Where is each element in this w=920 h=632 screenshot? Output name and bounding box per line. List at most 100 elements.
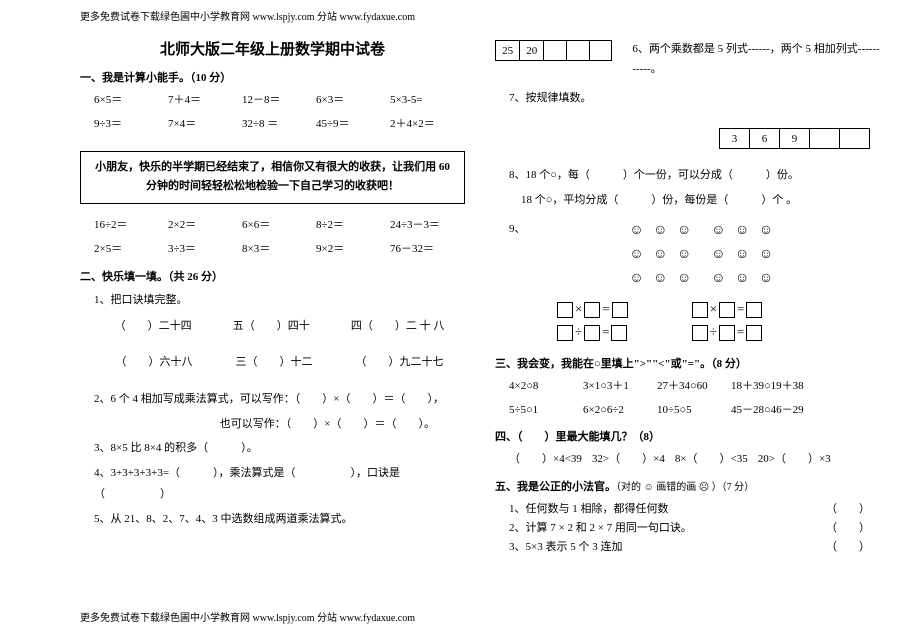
problem: 7＋4＝ <box>168 91 224 111</box>
section-1-heading: 一、我是计算小能手。（10 分） <box>80 69 465 85</box>
fill-item: （ ）六十八 <box>116 353 193 369</box>
problem: 8÷2＝ <box>316 216 372 236</box>
problem: 76－32＝ <box>390 240 446 260</box>
problem: 3÷3＝ <box>168 240 224 260</box>
judge-text: 1、任何数与 1 相除，都得任何数 <box>509 500 669 516</box>
judge-paren: （ ） <box>826 538 870 554</box>
problem: 32>（ ）×4 <box>592 450 665 470</box>
problem: 9÷3＝ <box>94 115 150 135</box>
problem: 24÷3－3＝ <box>390 216 446 236</box>
table-cell: 25 <box>496 41 520 61</box>
table-cell: 3 <box>720 129 750 149</box>
judge-1: 1、任何数与 1 相除，都得任何数 （ ） <box>509 500 880 516</box>
problem: 10÷5○5 <box>657 401 713 421</box>
s3-row-1: 4×2○8 3×1○3＋1 27＋34○60 18＋39○19＋38 <box>509 377 880 397</box>
problem: 20>（ ）×3 <box>758 450 831 470</box>
judge-text: 3、5×3 表示 5 个 3 连加 <box>509 538 622 554</box>
problem: 45÷9＝ <box>316 115 372 135</box>
problem: 4×2○8 <box>509 377 565 397</box>
fill-item: 四（ ）二 十 八 <box>351 317 445 333</box>
section-5-heading: 五、我是公正的小法官。（对的 ☺ 画错的画 ☹ ）（7 分） <box>495 478 880 494</box>
q2-9: 9、 <box>509 219 526 287</box>
table-cell <box>840 129 870 149</box>
calc-row-1: 6×5＝ 7＋4＝ 12－8＝ 6×3＝ 5×3-5= <box>94 91 465 111</box>
column-right: 25 20 6、两个乘数都是 5 列式------，两个 5 相加列式-----… <box>495 20 880 557</box>
calc-row-3: 16÷2＝ 2×2＝ 6×6＝ 8÷2＝ 24÷3－3＝ <box>94 216 465 236</box>
calc-row-2: 9÷3＝ 7×4＝ 32÷8 ＝ 45÷9＝ 2＋4×2＝ <box>94 115 465 135</box>
calc-row-4: 2×5＝ 3÷3＝ 8×3＝ 9×2＝ 76－32＝ <box>94 240 465 260</box>
problem: 5×3-5= <box>390 91 446 111</box>
problem: 16÷2＝ <box>94 216 150 236</box>
q2-4: 4、3+3+3+3+3=（ ），乘法算式是（ ），口诀是（ ） <box>94 463 465 505</box>
problem: 45－28○46－29 <box>731 401 804 421</box>
footer-link: 更多免费试卷下载绿色圃中小学教育网 www.lspjy.com 分站 www.f… <box>80 609 415 624</box>
problem: 8×3＝ <box>242 240 298 260</box>
section-3-heading: 三、我会变，我能在○里填上">""<"或"="。（8 分） <box>495 355 880 371</box>
eq-line: ÷= <box>690 322 765 343</box>
judge-2: 2、计算 7 × 2 和 2 × 7 用同一句口诀。 （ ） <box>509 519 880 535</box>
fill-row-1: （ ）二十四 五（ ）四十 四（ ）二 十 八 <box>94 317 465 333</box>
problem: 27＋34○60 <box>657 377 713 397</box>
boxed-message: 小朋友，快乐的半学期已经结束了，相信你又有很大的收获，让我们用 60 分钟的时间… <box>80 151 465 205</box>
fill-row-2: （ ）六十八 三（ ）十二 （ ）九二十七 <box>94 353 465 369</box>
section-4-heading: 四、（ ）里最大能填几？（8） <box>495 428 880 444</box>
problem: 5÷5○1 <box>509 401 565 421</box>
judge-3: 3、5×3 表示 5 个 3 连加 （ ） <box>509 538 880 554</box>
eq-line: ÷= <box>555 322 630 343</box>
section-2-heading: 二、快乐填一填。（共 26 分） <box>80 268 465 284</box>
problem: 6×5＝ <box>94 91 150 111</box>
section-5-title: 五、我是公正的小法官。 <box>495 481 616 493</box>
q2-8a: 8、18 个○，每（ ）个一份，可以分成（ ）份。 <box>509 165 880 186</box>
eq-line: ×= <box>690 299 765 320</box>
problem: 9×2＝ <box>316 240 372 260</box>
s3-row-2: 5÷5○1 6×2○6÷2 10÷5○5 45－28○46－29 <box>509 401 880 421</box>
faces-row: ☺ ☺ ☺ ☺ ☺ ☺ <box>526 219 881 239</box>
eq-line: ×= <box>555 299 630 320</box>
fill-item: （ ）二十四 <box>115 317 192 333</box>
q2-1: 1、把口诀填完整。 <box>94 290 465 311</box>
table-cell <box>566 41 589 61</box>
problem: 6×6＝ <box>242 216 298 236</box>
q2-8b: 18 个○，平均分成（ ）份，每份是（ ）个 。 <box>521 190 880 211</box>
table-sequence: 3 6 9 <box>719 128 870 149</box>
fill-item: 五（ ）四十 <box>233 317 310 333</box>
problem: （ ）×4<39 <box>509 450 582 470</box>
problem: 2×2＝ <box>168 216 224 236</box>
problem: 18＋39○19＋38 <box>731 377 804 397</box>
problem: 12－8＝ <box>242 91 298 111</box>
problem: 32÷8 ＝ <box>242 115 298 135</box>
table-top-left: 25 20 <box>495 40 612 61</box>
q2-6-note: 6、两个乘数都是 5 列式------，两个 5 相加列式-----------… <box>632 40 880 80</box>
fill-item: 三（ ）十二 <box>236 353 313 369</box>
problem: 6×2○6÷2 <box>583 401 639 421</box>
judge-paren: （ ） <box>826 500 870 516</box>
table-cell: 20 <box>520 41 544 61</box>
section-5-note: （对的 ☺ 画错的画 ☹ ）（7 分） <box>616 482 754 493</box>
q2-3: 3、8×5 比 8×4 的积多（ ）。 <box>94 438 465 459</box>
problem: 6×3＝ <box>316 91 372 111</box>
q2-7: 7、按规律填数。 <box>509 88 880 109</box>
problem: 8×（ ）<35 <box>675 450 748 470</box>
problem: 2＋4×2＝ <box>390 115 446 135</box>
faces-row: ☺ ☺ ☺ ☺ ☺ ☺ <box>526 243 881 263</box>
table-cell <box>810 129 840 149</box>
problem: 3×1○3＋1 <box>583 377 639 397</box>
q2-2a: 2、6 个 4 相加写成乘法算式，可以写作：（ ）×（ ）＝（ ）， <box>94 389 465 410</box>
column-left: 北师大版二年级上册数学期中试卷 一、我是计算小能手。（10 分） 6×5＝ 7＋… <box>80 20 465 557</box>
table-cell: 9 <box>780 129 810 149</box>
table-cell: 6 <box>750 129 780 149</box>
problem: 2×5＝ <box>94 240 150 260</box>
table-cell <box>544 41 567 61</box>
header-link: 更多免费试卷下载绿色圃中小学教育网 www.lspjy.com 分站 www.f… <box>80 8 415 23</box>
table-cell <box>589 41 612 61</box>
judge-text: 2、计算 7 × 2 和 2 × 7 用同一句口诀。 <box>509 519 692 535</box>
square-equations: ×= ÷= ×= ÷= <box>555 297 880 345</box>
page-title: 北师大版二年级上册数学期中试卷 <box>80 38 465 59</box>
judge-paren: （ ） <box>826 519 870 535</box>
fill-item: （ ）九二十七 <box>356 353 444 369</box>
faces-row: ☺ ☺ ☺ ☺ ☺ ☺ <box>526 267 881 287</box>
q2-5: 5、从 21、8、2、7、4、3 中选数组成两道乘法算式。 <box>94 509 465 530</box>
s4-row: （ ）×4<39 32>（ ）×4 8×（ ）<35 20>（ ）×3 <box>509 450 880 470</box>
problem: 7×4＝ <box>168 115 224 135</box>
q2-2b: 也可以写作：（ ）×（ ）＝（ ）。 <box>94 414 465 435</box>
